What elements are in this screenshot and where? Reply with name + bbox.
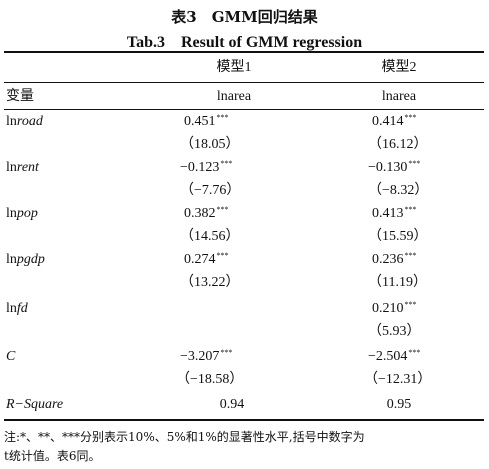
tstat-model2: （−8.32） <box>368 183 429 198</box>
variable-name: C <box>6 349 16 364</box>
tstat-model2: （15.59） <box>368 229 428 244</box>
coef-model2: 0.210*** <box>372 300 417 316</box>
tstat-model1: （13.22） <box>180 275 240 290</box>
variable-name: lnpop <box>6 206 38 221</box>
dep-var-model1: lnarea <box>216 89 252 104</box>
note-line-1: 注:*、**、***分别表示10%、5%和1%的显著性水平,括号中数字为 <box>4 430 365 444</box>
coef-model2: −2.504*** <box>368 348 421 364</box>
dep-var-model2: lnarea <box>381 89 417 104</box>
table-row: lnfd 0.210*** <box>4 297 484 320</box>
coef-model1: 0.274*** <box>184 251 229 267</box>
coef-model1: 0.451*** <box>184 113 229 129</box>
body-rule <box>4 109 484 110</box>
tstat-model2: （−12.31） <box>364 372 432 387</box>
coef-model2: −0.130*** <box>368 159 421 175</box>
coef-model2: 0.236*** <box>372 251 417 267</box>
coef-model1: −3.207*** <box>180 348 233 364</box>
header-rule <box>4 82 484 83</box>
variable-header-label: 变量 <box>6 89 34 104</box>
note-line-2: t统计值。表6同。 <box>4 449 101 463</box>
tstat-model2: （5.93） <box>368 324 421 339</box>
table-row: lnroad 0.451*** 0.414*** <box>4 110 484 133</box>
header-row: 模型1 模型2 <box>4 56 484 79</box>
coef-model2: 0.414*** <box>372 113 417 129</box>
table-row-tstat: （18.05） （16.12） <box>4 133 484 156</box>
table-row-tstat: （14.56） （15.59） <box>4 225 484 248</box>
header-model1: 模型1 <box>216 60 252 75</box>
bottom-rule <box>4 419 484 421</box>
coef-model2: 0.413*** <box>372 205 417 221</box>
rsquare-model2: 0.95 <box>386 397 412 412</box>
table-row: R−Square 0.94 0.95 <box>4 393 484 416</box>
table-title-cn: 表3 GMM回归结果 <box>171 8 318 26</box>
variable-name: lnrent <box>6 160 39 175</box>
tstat-model1: （18.05） <box>180 137 240 152</box>
coef-model1 <box>184 297 314 320</box>
top-rule <box>4 51 484 53</box>
tstat-model1: （14.56） <box>180 229 240 244</box>
coef-model1: 0.382*** <box>184 205 229 221</box>
table-row: C −3.207*** −2.504*** <box>4 345 484 368</box>
variable-name: lnpgdp <box>6 252 45 267</box>
table-note: 注:*、**、***分别表示10%、5%和1%的显著性水平,括号中数字为 t统计… <box>4 428 484 466</box>
coef-model1: −0.123*** <box>180 159 233 175</box>
tstat-model2: （11.19） <box>368 275 427 290</box>
table-title-en: Tab.3 Result of GMM regression <box>126 34 363 51</box>
tstat-model1: （−18.58） <box>176 372 244 387</box>
rsquare-model1: 0.94 <box>219 397 245 412</box>
table-row-tstat: （13.22） （11.19） <box>4 271 484 294</box>
tstat-model1: （−7.76） <box>180 183 241 198</box>
variable-name: lnroad <box>6 114 43 129</box>
table-row: lnpgdp 0.274*** 0.236*** <box>4 248 484 271</box>
table-row: lnrent −0.123*** −0.130*** <box>4 156 484 179</box>
dependent-variable-row: 变量 lnarea lnarea <box>4 85 484 108</box>
tstat-model2: （16.12） <box>368 137 428 152</box>
header-model2: 模型2 <box>381 60 417 75</box>
rsquare-label: R−Square <box>6 397 64 412</box>
table-row-tstat: （−18.58） （−12.31） <box>4 368 484 391</box>
table-row: lnpop 0.382*** 0.413*** <box>4 202 484 225</box>
table-row-tstat: （−7.76） （−8.32） <box>4 179 484 202</box>
table-row-tstat: （5.93） <box>4 320 484 343</box>
variable-name: lnfd <box>6 301 28 316</box>
